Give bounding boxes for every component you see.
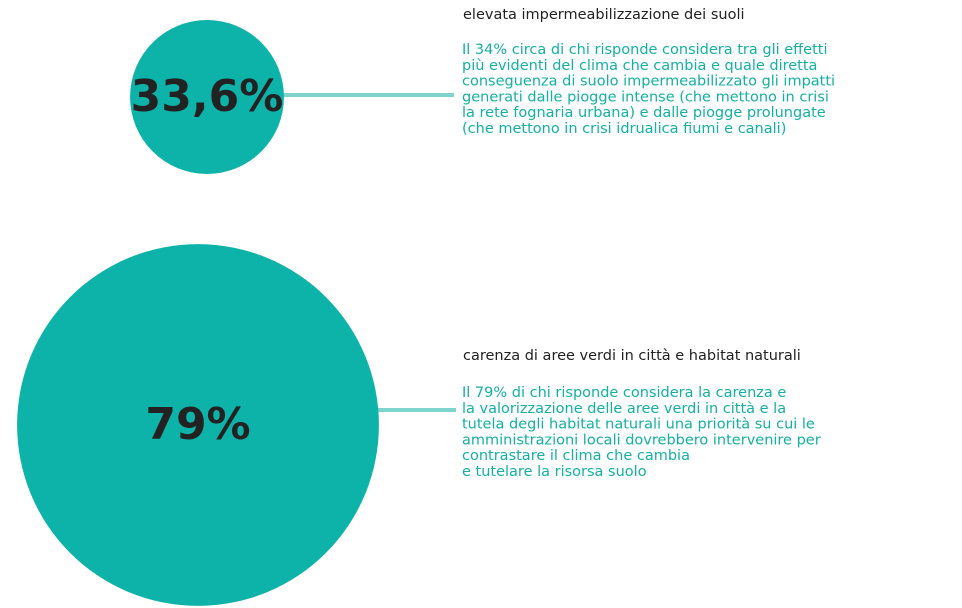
body-line: amministrazioni locali dovrebbero interv…: [462, 432, 821, 448]
body-line: la valorizzazione delle aree verdi in ci…: [462, 401, 786, 417]
heading: carenza di aree verdi in città e habitat…: [463, 348, 801, 364]
body-line: Il 34% circa di chi risponde considera t…: [462, 42, 828, 58]
body-line: la rete fognaria urbana) e dalle piogge …: [462, 105, 826, 121]
body-line: e tutelare la risorsa suolo: [462, 464, 647, 480]
body-line: contrastare il clima che cambia: [462, 448, 690, 464]
bubble: [17, 244, 379, 606]
body-line: Il 79% di chi risponde considera la care…: [462, 385, 786, 401]
heading: elevata impermeabilizzazione dei suoli: [463, 7, 745, 23]
body-line: conseguenza di suolo impermeabilizzato g…: [462, 74, 835, 90]
body-line: generati dalle piogge intense (che metto…: [462, 89, 829, 105]
bubble: [130, 20, 284, 174]
value-label: 79%: [145, 399, 250, 450]
body-line: più evidenti del clima che cambia e qual…: [462, 58, 817, 74]
body-line: (che mettono in crisi idrualica fiumi e …: [462, 121, 786, 137]
body-line: tutela degli habitat naturali una priori…: [462, 417, 815, 433]
value-label: 33,6%: [131, 71, 284, 122]
